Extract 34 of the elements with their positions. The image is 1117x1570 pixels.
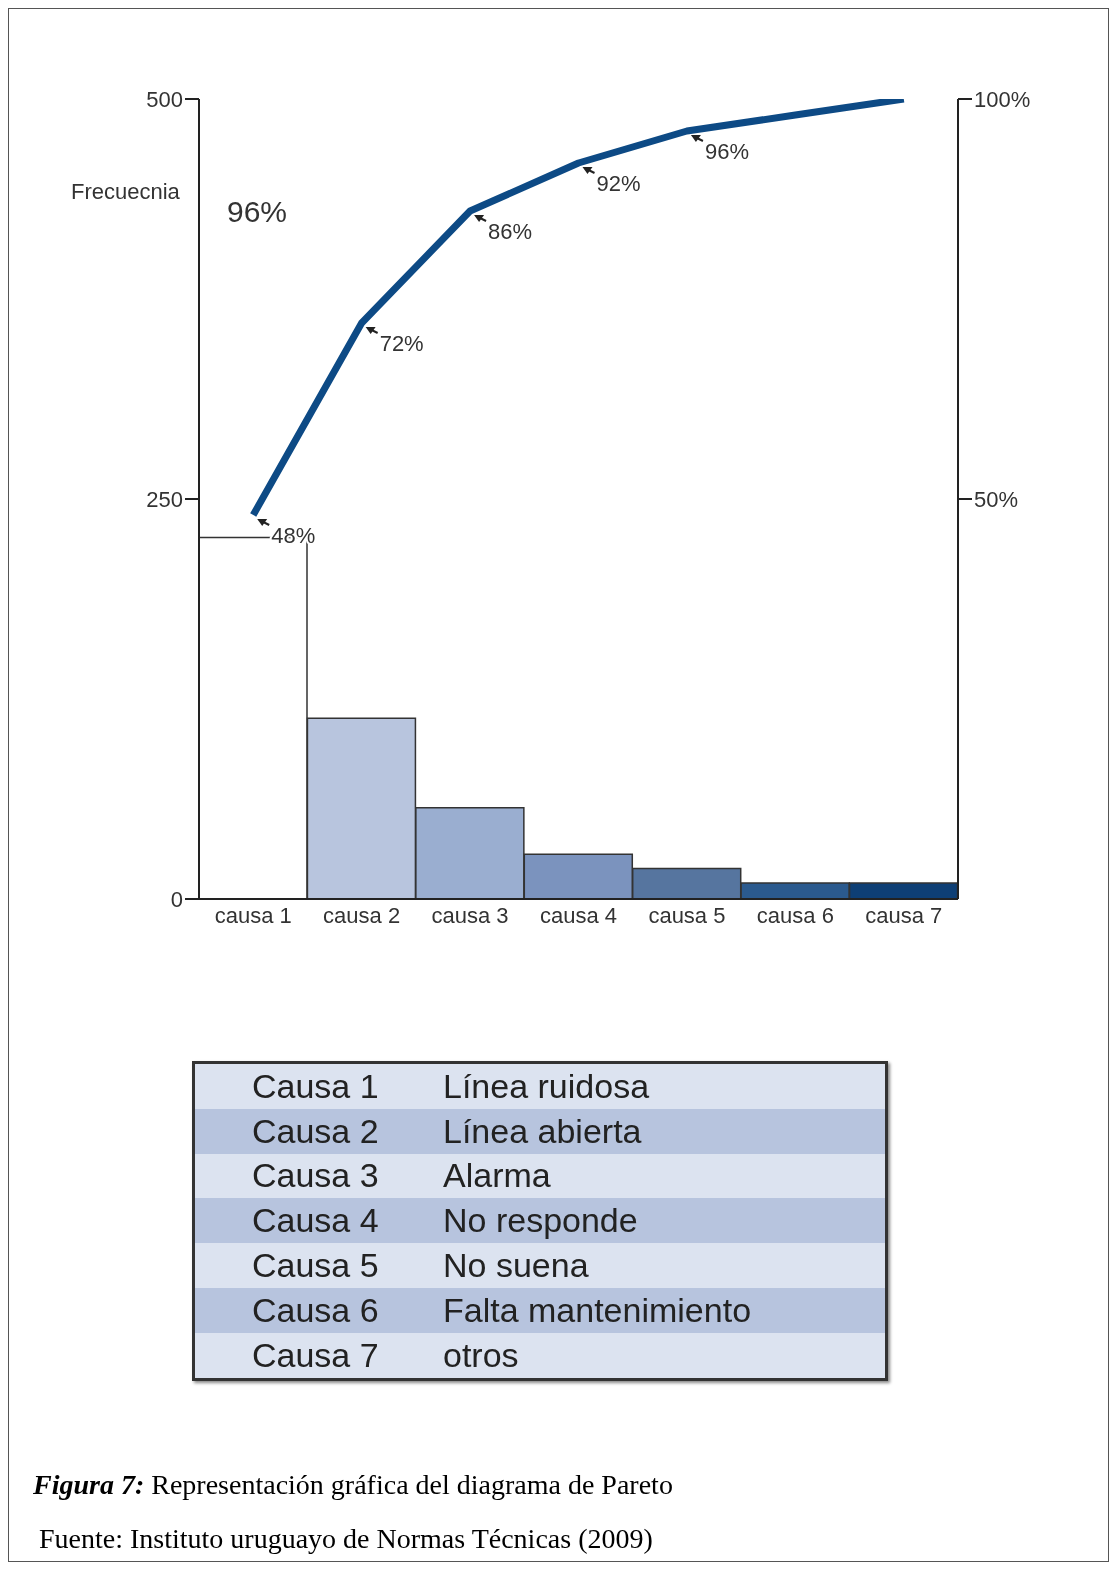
x-tick-label: causa 5 (648, 902, 726, 928)
data-label: 72% (379, 331, 424, 356)
data-label: 96% (704, 139, 749, 164)
y-tick-label: 500 (146, 86, 183, 112)
y-tick-label: 0 (170, 886, 183, 912)
annotation: 96% (227, 195, 288, 229)
y2-tick-label: 50% (974, 486, 1019, 512)
x-tick-label: causa 3 (431, 902, 509, 928)
text: Causa 6 (251, 1290, 380, 1330)
y-axis-title: Frecuecnia (71, 179, 180, 205)
x-tick-label: causa 6 (756, 902, 834, 928)
y-tick-label: 250 (146, 486, 183, 512)
x-tick-label: causa 7 (865, 902, 943, 928)
text: Línea abierta (443, 1111, 642, 1151)
text: No suena (443, 1246, 589, 1286)
text: Causa 3 (251, 1156, 380, 1196)
data-label: 92% (596, 171, 641, 196)
source-note: Fuente: Instituto uruguayo de Normas Técnicas (2009) (39, 1523, 653, 1555)
text: otros (443, 1335, 519, 1375)
text: Causa 1 (251, 1066, 380, 1106)
x-tick-label: causa 2 (323, 902, 401, 928)
text: Causa 2 (251, 1111, 380, 1151)
x-tick-label: causa 4 (539, 902, 618, 928)
text: Línea ruidosa (443, 1066, 650, 1106)
y2-tick-label: 100% (974, 86, 1031, 112)
text: Causa 5 (251, 1246, 380, 1286)
data-label: 86% (488, 219, 533, 244)
text: Alarma (443, 1156, 551, 1196)
text: Falta mantenimiento (443, 1290, 752, 1330)
text: Causa 4 (251, 1201, 380, 1241)
text: Causa 7 (251, 1335, 380, 1375)
text: Figura 7: Representación gráfica del diagrama de Pareto (33, 1469, 673, 1501)
text: No responde (443, 1201, 638, 1241)
x-tick-label: causa 1 (214, 902, 292, 928)
